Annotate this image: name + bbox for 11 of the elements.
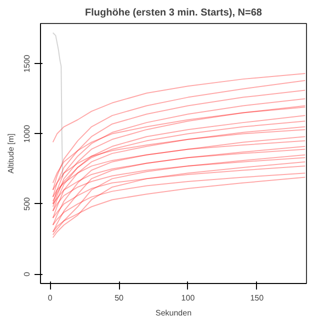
y-tick-label: 1000	[22, 124, 32, 143]
chart-title: Flughöhe (ersten 3 min. Starts), N=68	[85, 8, 262, 18]
y-axis-title: Altitude [m]	[6, 133, 16, 174]
y-tick-label: 0	[22, 271, 32, 276]
x-axis-title: Sekunden	[155, 308, 192, 318]
x-tick-label: 50	[114, 294, 124, 302]
y-tick-label: 1500	[22, 54, 32, 73]
y-tick-label: 500	[22, 196, 32, 211]
x-tick-label: 150	[250, 294, 264, 302]
x-tick-label: 0	[48, 294, 53, 302]
x-tick-label: 100	[181, 294, 196, 302]
